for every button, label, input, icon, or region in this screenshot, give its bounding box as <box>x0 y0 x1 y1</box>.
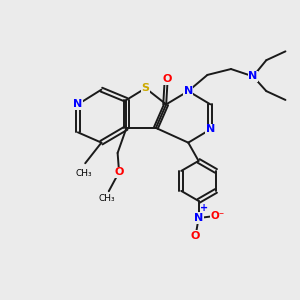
Text: N: N <box>206 124 215 134</box>
Text: CH₃: CH₃ <box>75 169 92 178</box>
Text: N: N <box>184 86 193 96</box>
Text: +: + <box>200 203 208 213</box>
Text: N: N <box>194 213 203 223</box>
Text: O: O <box>191 231 200 241</box>
Text: CH₃: CH₃ <box>99 194 116 203</box>
Text: S: S <box>142 83 150 93</box>
Text: N: N <box>248 71 258 81</box>
Text: N: N <box>73 99 83 110</box>
Text: O: O <box>163 74 172 84</box>
Text: O⁻: O⁻ <box>211 211 225 221</box>
Text: O: O <box>114 167 124 177</box>
